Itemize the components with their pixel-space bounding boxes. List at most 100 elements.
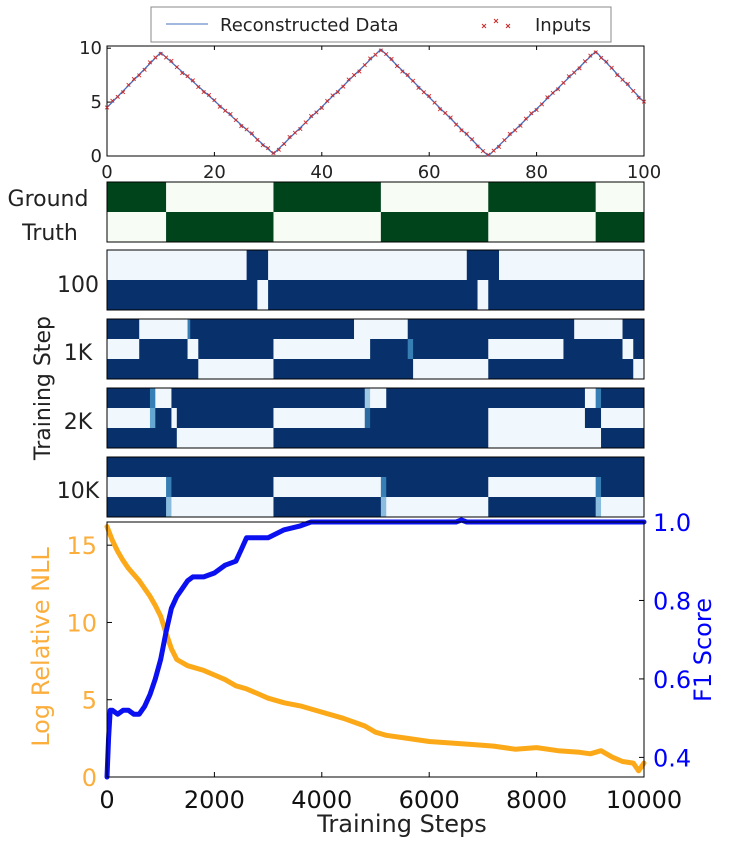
input-marker (572, 70, 577, 75)
input-marker (582, 59, 588, 64)
heatmap-cell (563, 339, 623, 360)
input-marker (389, 56, 394, 61)
heatmap-cell (139, 339, 188, 360)
right-tick-label: 0.6 (653, 666, 691, 694)
training-curves-plot-area (106, 521, 645, 778)
input-marker (539, 102, 545, 107)
input-marker (384, 51, 389, 57)
heatmap-cell (601, 388, 645, 409)
ground-truth-active-cell (166, 212, 274, 242)
heatmap-cell (407, 319, 575, 340)
x-tick-label: 80 (525, 162, 548, 183)
training-step-label: 2K (64, 410, 93, 435)
input-marker (169, 58, 174, 63)
input-marker (566, 74, 571, 79)
heatmap-cell (386, 388, 586, 409)
heatmap-cell (166, 497, 172, 518)
input-marker (588, 53, 593, 58)
heatmap-cell (149, 408, 156, 429)
input-marker (448, 115, 453, 120)
left-tick-label: 15 (66, 532, 97, 560)
heatmap-cell (364, 388, 371, 409)
heatmap-cell (155, 388, 172, 409)
input-marker (550, 90, 555, 96)
heatmap-cell (601, 497, 645, 518)
heatmap-cell (488, 428, 602, 449)
right-axis-label: F1 Score (689, 598, 717, 702)
heatmap-cell (139, 319, 188, 340)
input-marker (368, 56, 373, 61)
input-marker (287, 134, 292, 140)
heatmap-cell (370, 339, 409, 360)
input-marker (400, 69, 405, 74)
x-tick-label: 20 (203, 162, 226, 183)
heatmap-cell (413, 359, 489, 380)
x-tick-label: 0 (101, 162, 112, 183)
input-marker (223, 108, 228, 113)
input-marker (228, 111, 233, 117)
legend-label-reconstructed: Reconstructed Data (220, 15, 399, 36)
heatmap-cell (595, 388, 602, 409)
input-marker (282, 141, 287, 147)
input-marker (437, 107, 443, 112)
input-marker (346, 77, 351, 82)
input-marker (351, 72, 357, 78)
ground-truth-label-line2: Truth (21, 221, 78, 246)
legend: Reconstructed Data Inputs (150, 6, 612, 43)
input-marker (131, 76, 136, 82)
training-step-heatmaps: 100 1K 2K 10K (57, 249, 645, 518)
input-marker (475, 144, 480, 149)
input-marker (341, 84, 346, 89)
x-tick-label: 10000 (606, 786, 682, 814)
heatmap-cell (268, 280, 478, 311)
input-marker (453, 122, 459, 127)
ground-truth-active-cell (595, 212, 644, 242)
input-marker (631, 88, 636, 94)
heatmap-step-10K: 10K (57, 456, 645, 518)
heatmap-cell (380, 477, 387, 498)
heatmap-cell (107, 250, 248, 281)
input-marker (427, 93, 432, 99)
left-tick-label: 5 (82, 687, 97, 715)
heatmap-cell (190, 319, 355, 340)
input-marker (147, 60, 153, 65)
x-tick-label: 8000 (506, 786, 567, 814)
heatmap-cell (488, 339, 564, 360)
heatmap-cell (482, 250, 500, 281)
input-marker (325, 98, 330, 103)
input-marker (174, 65, 179, 70)
heatmap-cell (246, 250, 258, 281)
input-marker (260, 143, 265, 148)
input-marker (271, 150, 276, 156)
input-marker (233, 117, 238, 123)
input-marker (459, 128, 464, 133)
heatmap-cell (155, 408, 172, 429)
input-marker (486, 152, 491, 157)
input-marker (244, 127, 249, 132)
input-marker (432, 100, 437, 105)
input-marker (513, 128, 518, 133)
input-marker (362, 62, 367, 68)
input-marker (405, 72, 410, 78)
heatmap-cell (257, 250, 269, 281)
input-marker (115, 94, 120, 99)
input-marker (330, 93, 335, 98)
input-marker (507, 131, 512, 136)
input-marker (137, 73, 142, 78)
input-marker (421, 90, 426, 95)
input-marker (636, 95, 641, 100)
log-relative-nll-line (104, 524, 647, 774)
input-marker (276, 147, 281, 152)
reconstruction-panel: 0 20 40 60 80 100 0 5 10 Reconstructed Data Inp… (79, 6, 661, 183)
input-marker (641, 99, 647, 104)
heatmap-cell (488, 280, 645, 311)
heatmap-cell (413, 339, 489, 360)
heatmap-cell (595, 497, 602, 518)
legend-box (150, 6, 612, 43)
heatmap-frame (106, 318, 645, 380)
input-marker (593, 50, 598, 55)
input-marker (249, 131, 255, 136)
input-marker (206, 92, 212, 98)
heatmap-cell (107, 497, 167, 518)
heatmap-cell (386, 477, 489, 498)
